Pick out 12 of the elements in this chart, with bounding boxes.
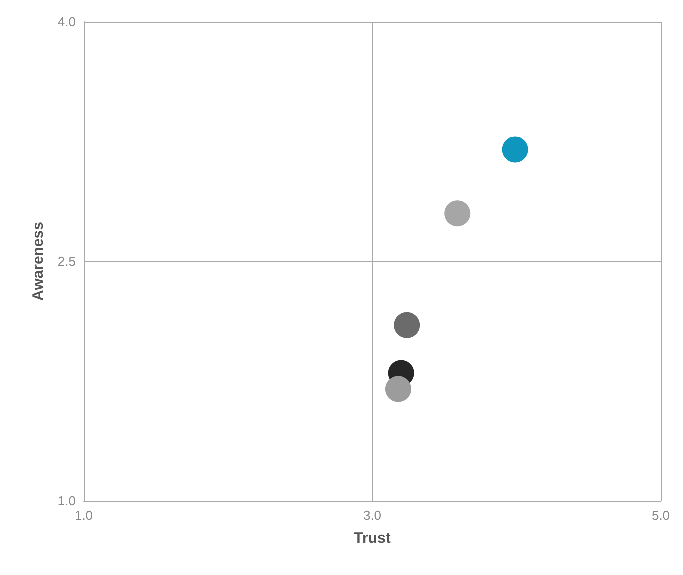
- point: [385, 376, 412, 402]
- y-tick-label: 4.0: [58, 14, 76, 30]
- point: [444, 200, 471, 227]
- x-tick-label: 5.0: [652, 508, 670, 523]
- x-axis-title: Trust: [354, 530, 391, 547]
- x-tick-label: 3.0: [363, 508, 382, 523]
- x-tick-label: 1.0: [74, 508, 94, 523]
- y-axis-title: Awareness: [30, 222, 47, 301]
- y-tick-label: 2.5: [58, 254, 76, 269]
- y-tick-label: 1.0: [58, 494, 76, 508]
- point: [502, 136, 528, 163]
- point: [394, 312, 420, 338]
